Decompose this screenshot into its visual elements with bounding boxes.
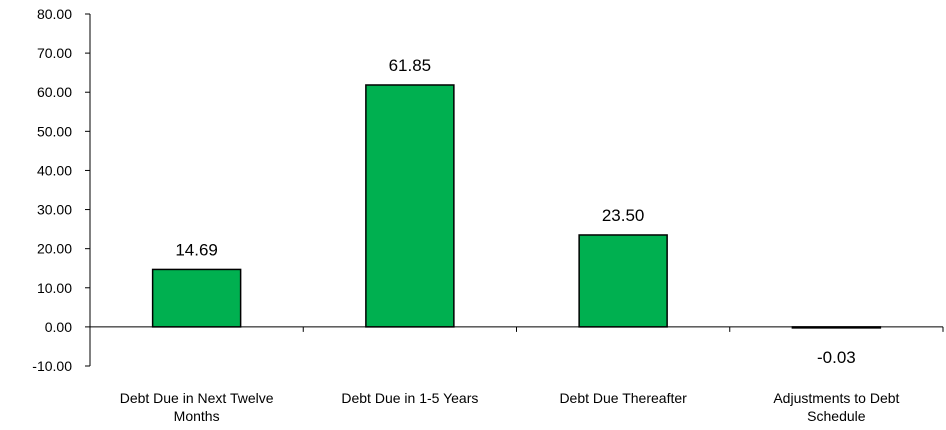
y-tick-label: 60.00: [37, 84, 72, 100]
data-labels: 14.69 61.85 23.50 -0.03: [175, 56, 855, 367]
y-tick-label: 10.00: [37, 280, 72, 296]
data-label: 23.50: [602, 206, 645, 225]
bar: [151, 268, 242, 328]
category-labels: Debt Due in Next Twelve Months Debt Due in…: [120, 390, 900, 424]
y-tick-label: 40.00: [37, 162, 72, 178]
x-axis: [90, 326, 944, 332]
bar: [578, 234, 668, 328]
y-tick-label: 30.00: [37, 202, 72, 218]
y-tick-label: -10.00: [32, 358, 72, 374]
y-tick-label: 0.00: [45, 319, 72, 335]
category-label: Debt Due Thereafter: [559, 390, 687, 406]
y-axis: 80.00 70.00 60.00 50.00 40.00 30.00 20.00 10.00…: [32, 6, 91, 374]
bar: [365, 84, 455, 328]
category-label: Debt Due in 1-5 Years: [341, 390, 478, 406]
data-label: 14.69: [175, 240, 218, 259]
data-label: 61.85: [389, 56, 432, 75]
category-label: Debt Due in Next Twelve Months: [120, 390, 274, 424]
y-tick-label: 80.00: [37, 6, 72, 22]
category-label: Adjustments to Debt Schedule: [773, 390, 899, 424]
y-tick-label: 50.00: [37, 123, 72, 139]
y-tick-label: 70.00: [37, 45, 72, 61]
data-label: -0.03: [817, 348, 856, 367]
bars: [151, 84, 882, 329]
y-tick-label: 20.00: [37, 241, 72, 257]
